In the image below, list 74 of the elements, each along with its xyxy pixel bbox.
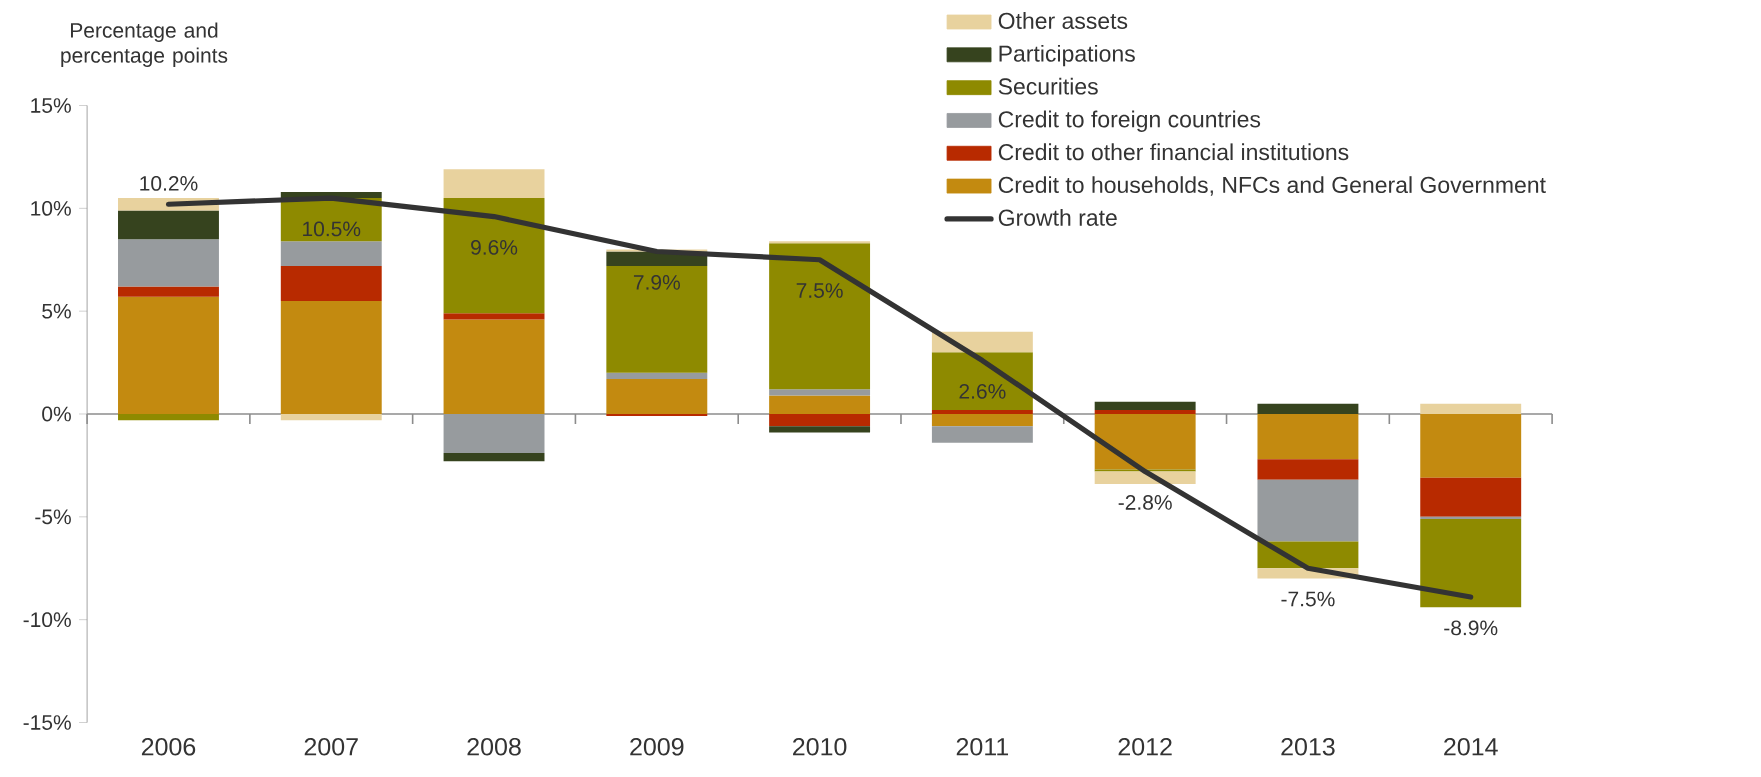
bar	[1420, 477, 1522, 517]
bar	[443, 313, 545, 320]
legend-label: Credit to other financial institutions	[998, 143, 1349, 161]
data-label: 2.6%	[959, 383, 1006, 399]
data-label: 9.6%	[471, 239, 518, 255]
bar	[769, 414, 871, 427]
bar	[1420, 516, 1522, 519]
data-label: -7.5%	[1281, 591, 1335, 607]
y-tick-label: -15%	[23, 715, 71, 730]
x-tick-label: 2012	[1118, 737, 1172, 756]
bar	[769, 395, 871, 414]
y-tick-label: 15%	[31, 98, 71, 113]
bar	[118, 210, 219, 240]
bar	[443, 414, 545, 454]
bar	[443, 319, 545, 414]
y-tick-label: -5%	[35, 509, 71, 525]
bar	[1257, 403, 1359, 414]
bar	[280, 414, 382, 421]
bar	[606, 379, 708, 414]
y-axis-title: Percentage and percentage points	[61, 22, 228, 67]
bar	[1257, 414, 1359, 460]
bar	[606, 265, 708, 373]
bar	[1094, 414, 1196, 470]
bar	[118, 239, 219, 287]
bar	[1094, 409, 1196, 414]
y-tick-label: -10%	[23, 612, 71, 628]
bar	[606, 372, 708, 380]
bar	[1257, 459, 1359, 480]
bar	[280, 241, 382, 266]
x-tick-label: 2014	[1444, 737, 1498, 756]
bar	[931, 426, 1033, 443]
bar	[1094, 401, 1196, 410]
legend-label: Participations	[999, 44, 1135, 67]
bar	[769, 426, 871, 433]
bar	[280, 300, 382, 414]
bar	[931, 409, 1033, 414]
legend-label: Securities	[998, 77, 1098, 95]
legend-label: Credit to households, NFCs and General Government	[998, 176, 1546, 196]
x-tick-label: 2007	[304, 737, 358, 756]
data-label: 7.5%	[796, 283, 843, 298]
bar	[118, 414, 219, 421]
y-tick-label: 5%	[42, 303, 71, 319]
data-label: 10.5%	[303, 221, 361, 237]
bar	[443, 198, 545, 314]
bar	[769, 389, 871, 396]
bar	[118, 296, 219, 414]
x-tick-label: 2006	[141, 737, 196, 756]
x-tick-label: 2011	[956, 737, 1009, 756]
y-tick-label: 0%	[42, 406, 71, 422]
x-tick-label: 2013	[1281, 737, 1335, 756]
bar	[1420, 403, 1522, 414]
bar	[769, 241, 871, 244]
bar	[1420, 518, 1522, 608]
x-tick-label: 2008	[467, 737, 521, 756]
data-label: -2.8%	[1118, 495, 1172, 510]
legend-label: Other assets	[998, 12, 1128, 29]
x-tick-label: 2010	[793, 737, 847, 756]
y-tick-label: 10%	[31, 200, 71, 216]
bar	[606, 414, 708, 417]
legend-label: Credit to foreign countries	[998, 110, 1261, 132]
bar	[443, 169, 545, 199]
bar	[443, 453, 545, 462]
bar	[1257, 479, 1359, 542]
data-label: 7.9%	[633, 274, 680, 290]
legend-label: Growth rate	[998, 209, 1117, 226]
data-label: -8.9%	[1444, 620, 1498, 636]
bar	[931, 352, 1033, 410]
bar	[118, 286, 219, 297]
x-tick-label: 2009	[630, 737, 684, 756]
bar	[280, 265, 382, 301]
bar	[769, 243, 871, 390]
bar	[1420, 414, 1522, 478]
data-label: 10.2%	[140, 175, 198, 191]
bar	[931, 414, 1033, 427]
